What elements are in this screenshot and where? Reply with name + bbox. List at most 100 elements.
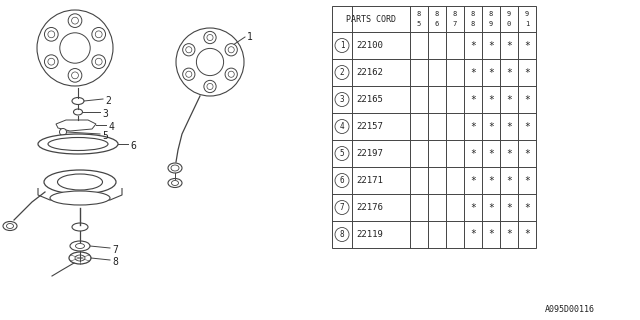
Circle shape bbox=[204, 31, 216, 44]
Text: *: * bbox=[488, 122, 494, 132]
Text: *: * bbox=[488, 203, 494, 212]
Circle shape bbox=[182, 68, 195, 80]
Text: 5: 5 bbox=[417, 21, 421, 27]
Circle shape bbox=[48, 31, 55, 38]
Ellipse shape bbox=[70, 241, 90, 251]
Circle shape bbox=[335, 201, 349, 214]
Text: *: * bbox=[506, 203, 512, 212]
Text: 8: 8 bbox=[340, 230, 344, 239]
Ellipse shape bbox=[50, 191, 110, 205]
Text: *: * bbox=[524, 68, 530, 77]
Circle shape bbox=[335, 147, 349, 161]
Ellipse shape bbox=[168, 163, 182, 173]
Text: 22119: 22119 bbox=[356, 230, 383, 239]
Text: 8: 8 bbox=[435, 11, 439, 17]
Text: 8: 8 bbox=[417, 11, 421, 17]
Text: 22176: 22176 bbox=[356, 203, 383, 212]
Circle shape bbox=[225, 68, 237, 80]
Circle shape bbox=[335, 92, 349, 107]
Text: 6: 6 bbox=[435, 21, 439, 27]
Text: 7: 7 bbox=[340, 203, 344, 212]
Text: 22165: 22165 bbox=[356, 95, 383, 104]
Ellipse shape bbox=[6, 223, 13, 228]
Ellipse shape bbox=[75, 255, 85, 261]
Polygon shape bbox=[56, 120, 96, 131]
Ellipse shape bbox=[38, 134, 118, 154]
Text: 7: 7 bbox=[453, 21, 457, 27]
Circle shape bbox=[186, 71, 192, 77]
Circle shape bbox=[92, 55, 106, 68]
Text: 5: 5 bbox=[102, 131, 108, 141]
Circle shape bbox=[95, 31, 102, 38]
Text: *: * bbox=[488, 94, 494, 105]
Circle shape bbox=[44, 55, 58, 68]
Text: *: * bbox=[506, 175, 512, 186]
Ellipse shape bbox=[74, 109, 83, 115]
Ellipse shape bbox=[69, 252, 91, 264]
Circle shape bbox=[182, 44, 195, 56]
Circle shape bbox=[176, 28, 244, 96]
Text: 22197: 22197 bbox=[356, 149, 383, 158]
Circle shape bbox=[72, 17, 79, 24]
Text: *: * bbox=[488, 68, 494, 77]
Text: *: * bbox=[524, 148, 530, 158]
Text: *: * bbox=[524, 94, 530, 105]
Text: A095D00116: A095D00116 bbox=[545, 305, 595, 314]
Ellipse shape bbox=[172, 180, 179, 186]
Ellipse shape bbox=[58, 174, 102, 190]
Bar bbox=[332, 6, 536, 248]
Text: 2: 2 bbox=[340, 68, 344, 77]
Text: *: * bbox=[488, 148, 494, 158]
Ellipse shape bbox=[168, 179, 182, 188]
Text: *: * bbox=[524, 122, 530, 132]
Text: *: * bbox=[524, 41, 530, 51]
Text: 6: 6 bbox=[130, 141, 136, 151]
Text: 3: 3 bbox=[340, 95, 344, 104]
Ellipse shape bbox=[171, 165, 179, 171]
Text: 8: 8 bbox=[489, 11, 493, 17]
Text: 1: 1 bbox=[525, 21, 529, 27]
Circle shape bbox=[68, 14, 82, 28]
Ellipse shape bbox=[76, 244, 84, 249]
Text: 5: 5 bbox=[340, 149, 344, 158]
Text: 7: 7 bbox=[112, 245, 118, 255]
Text: *: * bbox=[524, 203, 530, 212]
Text: 1: 1 bbox=[340, 41, 344, 50]
Circle shape bbox=[207, 84, 213, 90]
Text: 2: 2 bbox=[105, 96, 111, 106]
Text: 9: 9 bbox=[489, 21, 493, 27]
Text: 8: 8 bbox=[471, 11, 475, 17]
Text: *: * bbox=[488, 229, 494, 239]
Text: 22171: 22171 bbox=[356, 176, 383, 185]
Text: *: * bbox=[506, 94, 512, 105]
Text: 8: 8 bbox=[112, 257, 118, 267]
Text: *: * bbox=[470, 203, 476, 212]
Text: *: * bbox=[506, 68, 512, 77]
Text: *: * bbox=[470, 122, 476, 132]
Circle shape bbox=[225, 44, 237, 56]
Text: *: * bbox=[506, 229, 512, 239]
Circle shape bbox=[335, 228, 349, 242]
Circle shape bbox=[228, 71, 234, 77]
Text: 0: 0 bbox=[507, 21, 511, 27]
Circle shape bbox=[95, 58, 102, 65]
Circle shape bbox=[37, 10, 113, 86]
Text: 8: 8 bbox=[471, 21, 475, 27]
Text: 4: 4 bbox=[108, 122, 114, 132]
Text: 9: 9 bbox=[507, 11, 511, 17]
Ellipse shape bbox=[72, 98, 84, 105]
Circle shape bbox=[335, 173, 349, 188]
Circle shape bbox=[335, 119, 349, 133]
Circle shape bbox=[72, 72, 79, 79]
Text: 22100: 22100 bbox=[356, 41, 383, 50]
Text: *: * bbox=[524, 175, 530, 186]
Text: *: * bbox=[506, 41, 512, 51]
Ellipse shape bbox=[3, 221, 17, 230]
Text: *: * bbox=[488, 175, 494, 186]
Circle shape bbox=[44, 28, 58, 41]
Ellipse shape bbox=[72, 223, 88, 231]
Text: 8: 8 bbox=[453, 11, 457, 17]
Text: *: * bbox=[470, 175, 476, 186]
Text: 4: 4 bbox=[340, 122, 344, 131]
Text: *: * bbox=[470, 68, 476, 77]
